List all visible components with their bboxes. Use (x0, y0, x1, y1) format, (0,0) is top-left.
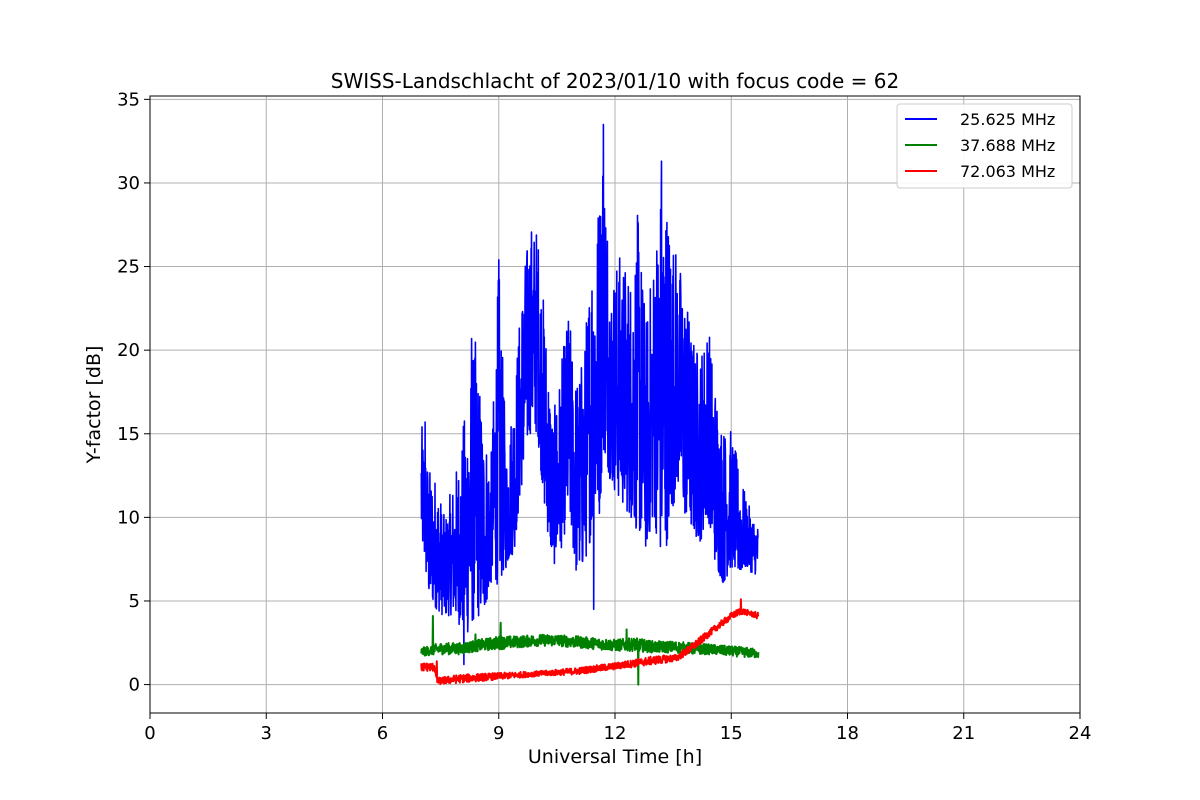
legend-label: 72.063 MHz (960, 162, 1055, 181)
y-tick-label: 30 (117, 173, 140, 194)
y-axis-label: Y-factor [dB] (83, 346, 105, 465)
series-line-25-625-mhz (420, 123, 759, 666)
legend-box (896, 103, 1073, 189)
x-tick-label: 6 (377, 723, 388, 744)
y-tick-label: 35 (117, 89, 140, 110)
y-tick-label: 25 (117, 257, 140, 278)
series-layer (420, 123, 760, 686)
x-axis-label: Universal Time [h] (528, 746, 702, 768)
y-tick-label: 5 (129, 591, 140, 612)
x-tick-label: 15 (720, 723, 743, 744)
x-tick-label: 0 (144, 723, 155, 744)
x-tick-label: 24 (1069, 723, 1092, 744)
chart-title: SWISS-Landschlacht of 2023/01/10 with fo… (331, 69, 899, 93)
x-tick-label: 3 (261, 723, 272, 744)
x-tick-label: 18 (836, 723, 859, 744)
legend: 25.625 MHz 37.688 MHz 72.063 MHz (896, 103, 1073, 189)
series-line-37-688-mhz (420, 615, 760, 686)
x-tick-label: 9 (493, 723, 504, 744)
x-tick-label: 21 (952, 723, 975, 744)
y-tick-label: 10 (117, 507, 140, 528)
legend-label: 25.625 MHz (960, 110, 1055, 129)
y-tick-label: 0 (129, 675, 140, 696)
x-tick-label: 12 (604, 723, 627, 744)
legend-label: 37.688 MHz (960, 136, 1055, 155)
y-tick-label: 20 (117, 340, 140, 361)
series-line-72-063-mhz (420, 598, 760, 686)
tick-layer: 0 3 6 9 12 15 18 21 24 0 5 10 15 20 25 30 35 (117, 89, 1091, 744)
y-tick-label: 15 (117, 424, 140, 445)
